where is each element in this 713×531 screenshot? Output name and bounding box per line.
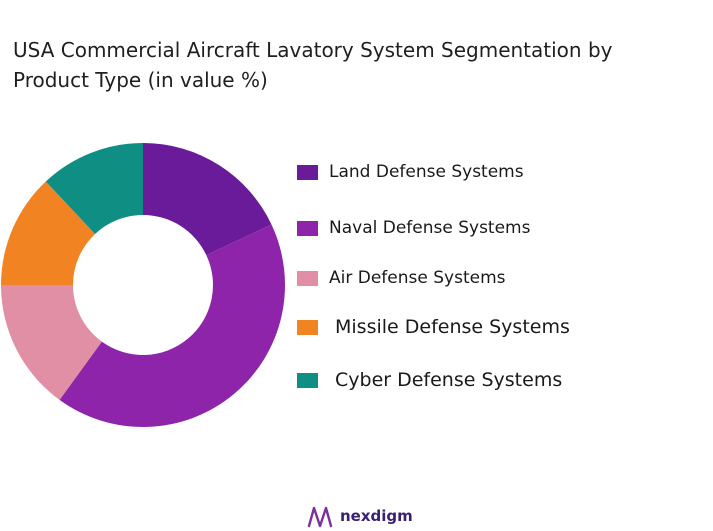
legend-label-naval: Naval Defense Systems <box>329 218 531 238</box>
donut-slice-cyber <box>45 143 143 234</box>
chart-title: USA Commercial Aircraft Lavatory System … <box>13 38 613 92</box>
donut-slice-missile <box>1 181 96 285</box>
donut-slice-air <box>1 285 102 400</box>
legend-swatch-air <box>297 271 318 286</box>
legend-swatch-missile <box>297 320 318 335</box>
donut-slice-naval <box>59 224 285 427</box>
legend-label-air: Air Defense Systems <box>329 268 506 288</box>
donut-slices <box>1 143 285 427</box>
legend-swatch-cyber <box>297 373 318 388</box>
legend-label-cyber: Cyber Defense Systems <box>335 369 563 391</box>
legend-label-missile: Missile Defense Systems <box>335 316 570 338</box>
legend-label-land: Land Defense Systems <box>329 162 524 182</box>
legend-swatch-naval <box>297 221 318 236</box>
nexdigm-logo-icon <box>307 506 333 528</box>
brand-name: nexdigm <box>340 507 413 525</box>
legend-swatch-land <box>297 165 318 180</box>
donut-slice-land <box>143 143 272 256</box>
